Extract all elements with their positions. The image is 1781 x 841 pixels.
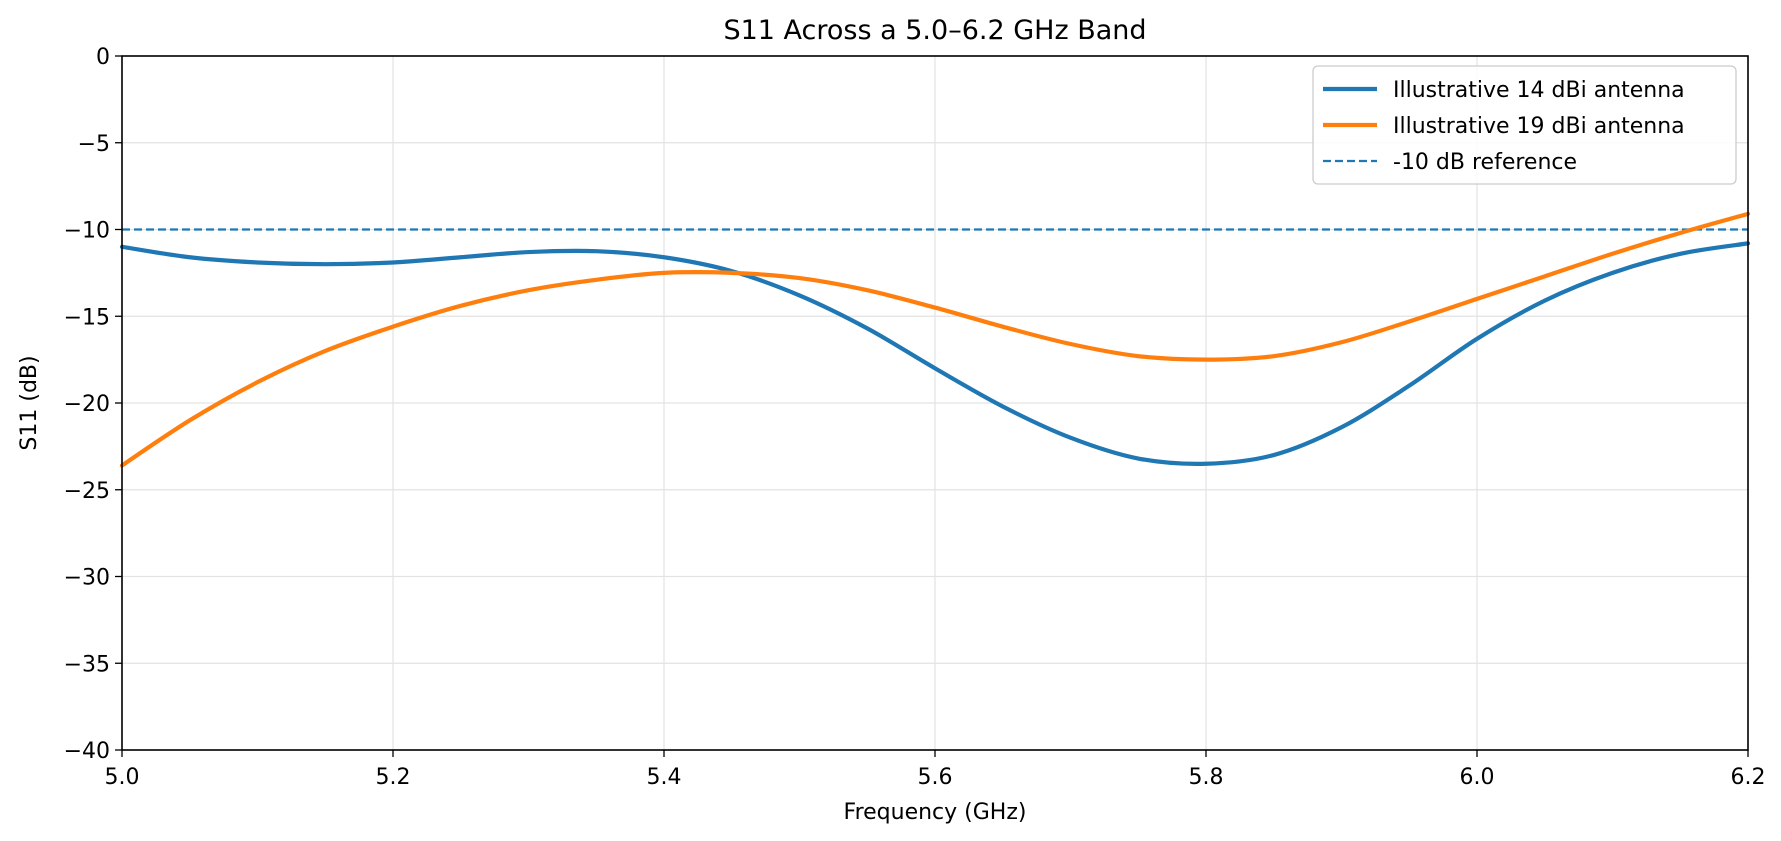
x-tick-label: 5.8 [1189, 765, 1224, 790]
series-line-1 [119, 211, 1751, 468]
x-tick-label: 6.0 [1460, 765, 1495, 790]
y-tick-label: −15 [64, 305, 110, 330]
series-line-0 [119, 241, 1751, 466]
series-lines [119, 211, 1751, 468]
x-axis-label: Frequency (GHz) [844, 800, 1027, 825]
legend-label: Illustrative 19 dBi antenna [1393, 114, 1685, 139]
y-tick-label: −5 [78, 132, 110, 157]
x-tick-label: 6.2 [1731, 765, 1766, 790]
chart-title: S11 Across a 5.0–6.2 GHz Band [723, 15, 1146, 46]
x-tick-label: 5.4 [647, 765, 682, 790]
y-tick-label: −40 [64, 739, 110, 764]
y-tick-label: −20 [64, 392, 110, 417]
y-axis-label: S11 (dB) [17, 355, 42, 450]
y-tick-label: 0 [96, 45, 110, 70]
x-tick-label: 5.6 [918, 765, 953, 790]
legend-label: Illustrative 14 dBi antenna [1393, 78, 1685, 103]
y-tick-label: −25 [64, 479, 110, 504]
axis-ticks: 5.0 5.2 5.4 5.6 5.8 6.0 6.2 0 −5 −10 −15 −20 −25 −30 −… [64, 45, 1766, 790]
y-tick-label: −30 [64, 566, 110, 591]
x-tick-label: 5.0 [105, 765, 140, 790]
y-tick-label: −10 [64, 219, 110, 244]
legend-label: -10 dB reference [1393, 150, 1577, 175]
legend: Illustrative 14 dBi antenna Illustrative … [1312, 65, 1737, 185]
y-tick-label: −35 [64, 652, 110, 677]
x-tick-label: 5.2 [376, 765, 411, 790]
legend-box [1312, 65, 1737, 185]
